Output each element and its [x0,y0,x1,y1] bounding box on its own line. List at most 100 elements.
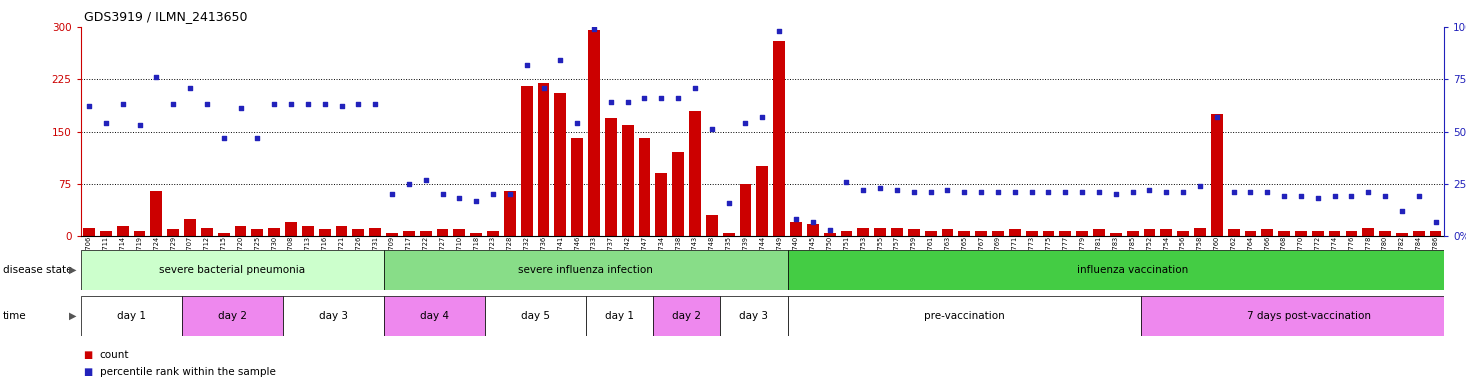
Bar [182,296,283,336]
Text: day 3: day 3 [318,311,347,321]
Point [346,101,369,108]
Point [902,189,925,195]
Text: count: count [100,350,129,360]
Bar [485,296,585,336]
Point [1020,189,1044,195]
Bar [1245,230,1256,236]
Bar [133,230,145,236]
Bar [622,124,633,236]
Point [1289,193,1312,199]
Point [935,187,959,193]
Bar [1026,230,1038,236]
Bar [384,296,485,336]
Point [1239,189,1262,195]
Bar [756,166,768,236]
Bar [840,230,852,236]
Point [683,84,707,91]
Point [1036,189,1060,195]
Bar [1396,233,1407,236]
Point [128,122,151,128]
Text: ■: ■ [84,350,92,360]
Point [784,216,808,222]
Point [1255,189,1278,195]
Bar [1177,230,1189,236]
Bar [151,191,163,236]
Bar [723,233,734,236]
Bar [790,222,802,236]
Bar [891,228,903,236]
Bar [605,118,617,236]
Bar [720,296,787,336]
Bar [538,83,550,236]
Bar [554,93,566,236]
Bar [1110,233,1121,236]
Bar [419,230,431,236]
Point [616,99,639,105]
Bar [639,139,651,236]
Point [280,101,303,108]
Point [667,95,690,101]
Point [566,120,589,126]
Point [397,181,421,187]
Point [179,84,202,91]
Point [1390,208,1413,214]
Bar [572,139,583,236]
Point [1272,193,1296,199]
Text: pre-vaccination: pre-vaccination [924,311,1004,321]
Bar [907,229,919,236]
Point [431,191,454,197]
Point [330,103,353,109]
Bar [1278,230,1290,236]
Point [953,189,976,195]
Text: ▶: ▶ [69,265,76,275]
Text: day 2: day 2 [217,311,246,321]
Bar [1141,296,1466,336]
Point [1322,193,1346,199]
Bar [201,228,213,236]
Bar [403,230,415,236]
Bar [1195,228,1207,236]
Point [498,191,522,197]
Point [1171,189,1195,195]
Point [734,120,758,126]
Bar [384,250,787,290]
Bar [588,30,600,236]
Bar [787,296,1141,336]
Point [987,189,1010,195]
Bar [1429,230,1441,236]
Bar [268,228,280,236]
Text: day 5: day 5 [520,311,550,321]
Bar [1362,228,1374,236]
Bar [284,222,298,236]
Point [548,57,572,63]
Point [1138,187,1161,193]
Point [1121,189,1145,195]
Bar [1143,229,1155,236]
Point [246,135,270,141]
Bar [487,230,498,236]
Point [1155,189,1179,195]
Bar [773,41,786,236]
Bar [925,230,937,236]
Bar [185,219,196,236]
Text: percentile rank within the sample: percentile rank within the sample [100,367,276,377]
Point [852,187,875,193]
Bar [689,111,701,236]
Bar [471,233,482,236]
Point [364,101,387,108]
Point [1205,114,1229,120]
Bar [739,184,752,236]
Point [312,101,336,108]
Bar [975,230,987,236]
Point [532,84,556,91]
Point [78,103,101,109]
Bar [117,226,129,236]
Bar [1413,230,1425,236]
Point [818,227,841,233]
Bar [283,296,384,336]
Point [1070,189,1094,195]
Point [717,200,740,206]
Bar [1094,229,1105,236]
Point [515,61,538,68]
Point [1088,189,1111,195]
